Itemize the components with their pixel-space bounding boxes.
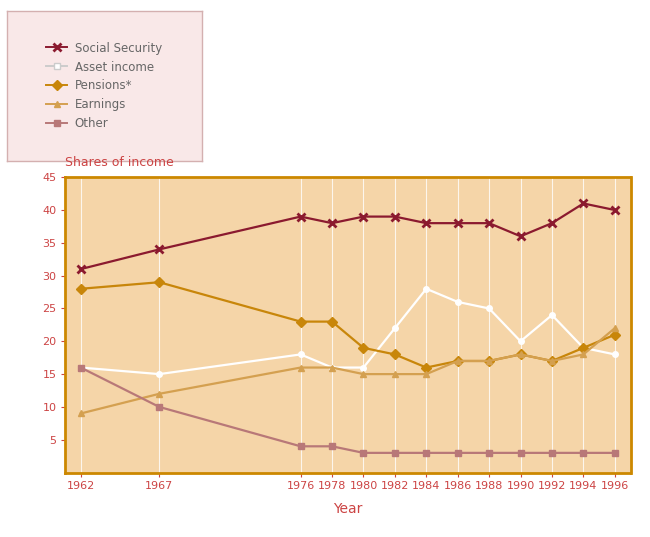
Text: Shares of income: Shares of income [65,156,174,169]
Legend: Social Security, Asset income, Pensions*, Earnings, Other: Social Security, Asset income, Pensions*… [42,37,166,135]
X-axis label: Year: Year [333,502,363,516]
